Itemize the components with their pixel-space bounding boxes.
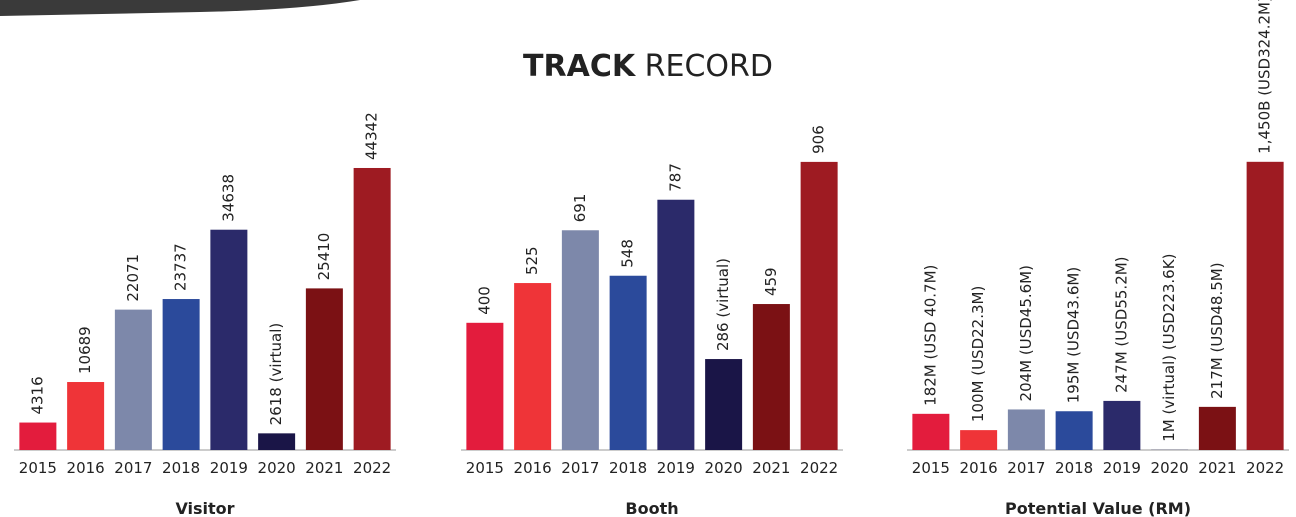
value-label: 247M (USD55.2M) <box>1112 256 1130 392</box>
photo-fragment <box>0 0 360 16</box>
value-label: 195M (USD43.6M) <box>1065 267 1083 403</box>
x-tick-label: 2016 <box>67 459 105 477</box>
x-tick-label: 2021 <box>1198 459 1236 477</box>
x-tick-label: 2015 <box>466 459 504 477</box>
value-label: 217M (USD48.5M) <box>1208 262 1226 398</box>
value-label: 44342 <box>363 112 381 160</box>
bar <box>1246 161 1284 450</box>
value-label: 100M (USD22.3M) <box>969 286 987 422</box>
x-tick-label: 2017 <box>1007 459 1045 477</box>
x-tick-label: 2017 <box>561 459 599 477</box>
x-axis-label: Visitor <box>175 499 234 517</box>
x-tick-label: 2015 <box>19 459 57 477</box>
bar <box>305 288 343 450</box>
bar <box>114 309 152 450</box>
value-label: 10689 <box>76 326 94 374</box>
value-label: 525 <box>523 246 541 275</box>
bar <box>960 430 998 450</box>
value-label: 691 <box>571 194 589 223</box>
x-tick-label: 2019 <box>657 459 695 477</box>
value-label: 787 <box>666 163 684 192</box>
x-tick-label: 2017 <box>114 459 152 477</box>
x-tick-label: 2019 <box>210 459 248 477</box>
bar <box>1198 406 1236 450</box>
x-tick-label: 2020 <box>705 459 743 477</box>
bar <box>353 167 391 451</box>
title-rest: RECORD <box>645 49 773 84</box>
bar <box>561 230 599 450</box>
bar <box>466 322 504 450</box>
x-tick-label: 2018 <box>1055 459 1093 477</box>
x-axis-label: Potential Value (RM) <box>1005 499 1191 517</box>
value-label: 2618 (virtual) <box>267 323 285 426</box>
x-tick-label: 2022 <box>800 459 838 477</box>
bar <box>19 422 57 450</box>
bar <box>258 433 296 450</box>
x-tick-label: 2018 <box>162 459 200 477</box>
bar <box>657 199 695 450</box>
value-label: 25410 <box>315 233 333 281</box>
value-label: 400 <box>475 286 493 315</box>
value-label: 1M (virtual) (USD223.6K) <box>1160 254 1178 442</box>
bar <box>1055 411 1093 450</box>
x-tick-label: 2022 <box>1246 459 1284 477</box>
bar <box>800 161 838 450</box>
bar <box>609 275 647 450</box>
bar <box>705 359 743 450</box>
x-tick-label: 2020 <box>1151 459 1189 477</box>
bar <box>912 413 950 450</box>
bar <box>1103 400 1141 450</box>
x-axis-label: Booth <box>625 499 678 517</box>
value-label: 204M (USD45.6M) <box>1017 265 1035 401</box>
x-tick-label: 2019 <box>1103 459 1141 477</box>
page-title: TRACK RECORD <box>523 49 773 84</box>
bar <box>752 304 790 450</box>
value-label: 286 (virtual) <box>714 258 732 351</box>
x-tick-label: 2021 <box>305 459 343 477</box>
x-tick-label: 2020 <box>258 459 296 477</box>
value-label: 34638 <box>219 174 237 222</box>
value-label: 906 <box>810 125 828 154</box>
bar <box>210 229 248 450</box>
value-label: 4316 <box>28 376 46 414</box>
bar <box>67 382 105 450</box>
x-tick-label: 2022 <box>353 459 391 477</box>
value-label: 22071 <box>124 254 142 302</box>
value-label: 1,450B (USD324.2M) <box>1256 0 1274 154</box>
value-label: 23737 <box>172 243 190 291</box>
x-tick-label: 2016 <box>514 459 552 477</box>
bar <box>1007 409 1045 450</box>
value-label: 548 <box>619 239 637 268</box>
bar <box>162 299 200 450</box>
x-tick-label: 2015 <box>912 459 950 477</box>
value-label: 182M (USD 40.7M) <box>921 265 939 406</box>
x-tick-label: 2018 <box>609 459 647 477</box>
bar <box>514 283 552 450</box>
x-tick-label: 2016 <box>960 459 998 477</box>
title-bold: TRACK <box>523 49 637 84</box>
x-tick-label: 2021 <box>752 459 790 477</box>
value-label: 459 <box>762 267 780 296</box>
